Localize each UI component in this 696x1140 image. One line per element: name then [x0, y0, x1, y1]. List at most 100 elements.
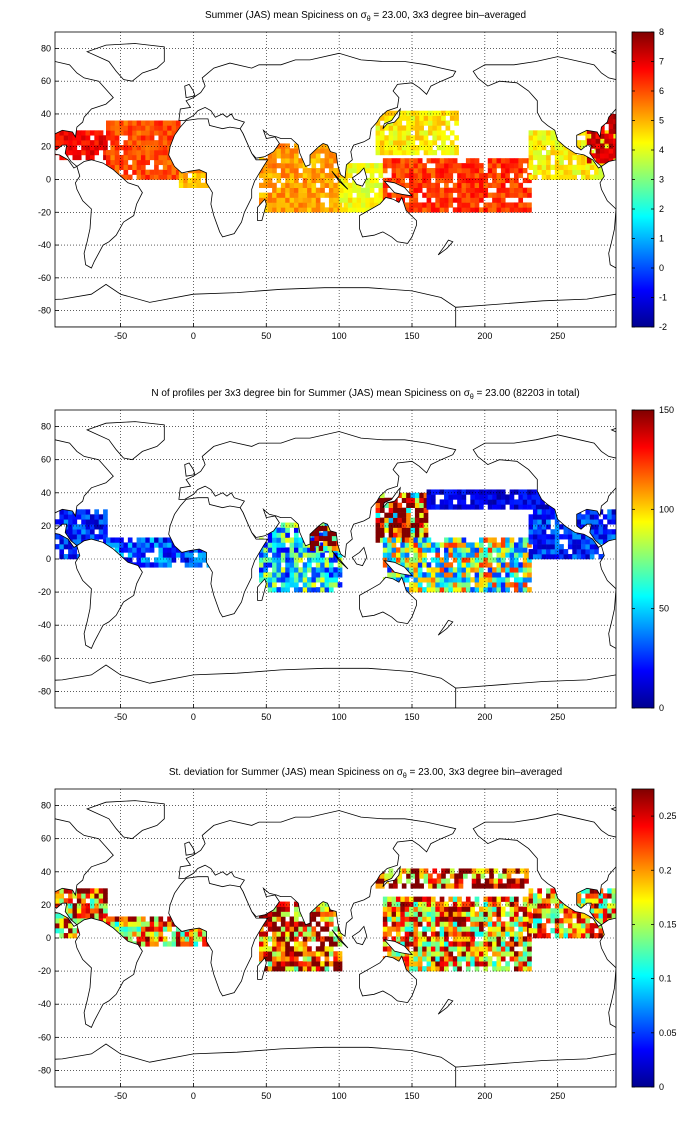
heatmap-cell	[496, 956, 502, 962]
heatmap-cell	[532, 903, 538, 909]
heatmap-cell	[280, 936, 286, 942]
heatmap-cell	[505, 499, 510, 505]
heatmap-cell	[465, 906, 471, 912]
heatmap-cell	[527, 956, 532, 962]
heatmap-cell	[333, 951, 338, 957]
heatmap-cell	[489, 873, 494, 879]
heatmap-cell	[391, 936, 397, 942]
heatmap-cell	[400, 542, 406, 548]
heatmap-cell	[375, 537, 381, 543]
heatmap-cell	[487, 587, 493, 593]
heatmap-cell	[514, 562, 519, 568]
heatmap-cell	[136, 537, 142, 543]
heatmap-cell	[276, 936, 282, 942]
heatmap-cell	[435, 489, 440, 495]
heatmap-cell	[430, 956, 436, 962]
heatmap-cell	[448, 911, 454, 917]
heatmap-cell	[461, 906, 467, 912]
heatmap-cell	[387, 542, 392, 548]
heatmap-cell	[537, 898, 542, 904]
heatmap-cell	[458, 878, 464, 884]
heatmap-cell	[461, 489, 467, 495]
heatmap-cell	[522, 562, 528, 568]
heatmap-cell	[68, 150, 73, 156]
heatmap-cell	[280, 547, 286, 553]
heatmap-cell	[167, 547, 172, 553]
heatmap-cell	[419, 532, 424, 538]
heatmap-cell	[103, 529, 108, 535]
heatmap-cell	[435, 582, 440, 588]
heatmap-cell	[81, 524, 86, 530]
heatmap-cell	[401, 497, 407, 504]
heatmap-cell	[307, 542, 312, 548]
heatmap-cell	[426, 494, 432, 500]
heatmap-cell	[417, 931, 423, 937]
panel-title: St. deviation for Summer (JAS) mean Spic…	[169, 767, 562, 780]
heatmap-cell	[515, 878, 521, 884]
heatmap-cell	[506, 883, 512, 889]
heatmap-cell	[537, 145, 542, 151]
heatmap-cell	[528, 135, 534, 141]
heatmap-cell	[315, 921, 321, 927]
heatmap-cell	[522, 542, 528, 548]
heatmap-cell	[422, 916, 427, 922]
heatmap-cell	[320, 906, 325, 912]
heatmap-cell	[483, 552, 489, 558]
heatmap-cell	[559, 169, 564, 175]
heatmap-cell	[541, 154, 547, 161]
heatmap-cell	[487, 901, 493, 907]
heatmap-cell	[307, 946, 312, 952]
heatmap-cell	[483, 494, 489, 500]
heatmap-cell	[127, 921, 133, 927]
heatmap-cell	[541, 524, 547, 530]
heatmap-cell	[500, 956, 506, 962]
heatmap-cell	[522, 557, 528, 563]
heatmap-cell	[72, 140, 78, 146]
heatmap-cell	[602, 524, 608, 530]
heatmap-cell	[567, 150, 573, 156]
heatmap-cell	[315, 966, 321, 972]
heatmap-cell	[339, 182, 344, 188]
heatmap-cell	[285, 956, 290, 962]
heatmap-cell	[320, 562, 325, 568]
heatmap-cell	[522, 537, 528, 543]
heatmap-cell	[496, 921, 502, 927]
colorbar-tick-label: 150	[659, 405, 674, 415]
heatmap-cell	[470, 552, 475, 558]
heatmap-cell	[474, 168, 480, 174]
heatmap-cell	[158, 926, 164, 932]
heatmap-cell	[576, 524, 582, 530]
heatmap-cell	[576, 933, 582, 939]
heatmap-cell	[374, 168, 379, 174]
heatmap-cell	[103, 888, 108, 894]
heatmap-cell	[384, 135, 389, 141]
heatmap-cell	[289, 522, 295, 528]
heatmap-cell	[276, 148, 282, 154]
heatmap-cell	[426, 172, 432, 179]
heatmap-cell	[404, 931, 410, 937]
heatmap-cell	[479, 956, 484, 962]
heatmap-cell	[145, 159, 151, 166]
heatmap-cell	[59, 893, 65, 899]
heatmap-cell	[448, 202, 454, 208]
heatmap-cell	[479, 906, 484, 912]
heatmap-cell	[604, 153, 610, 159]
heatmap-cell	[532, 514, 538, 520]
heatmap-cell	[518, 951, 524, 957]
heatmap-cell	[519, 868, 525, 874]
heatmap-cell	[382, 941, 388, 947]
heatmap-cell	[311, 587, 317, 593]
heatmap-cell	[487, 926, 493, 932]
heatmap-cell	[413, 158, 419, 164]
heatmap-cell	[324, 177, 330, 184]
heatmap-cell	[328, 177, 334, 184]
heatmap-cell	[497, 883, 503, 889]
heatmap-cell	[457, 489, 462, 495]
heatmap-cell	[401, 140, 407, 146]
heatmap-cell	[457, 168, 462, 174]
heatmap-cell	[59, 534, 65, 540]
heatmap-cell	[404, 562, 410, 568]
heatmap-cell	[439, 163, 445, 169]
heatmap-cell	[581, 159, 586, 166]
heatmap-cell	[461, 956, 467, 962]
